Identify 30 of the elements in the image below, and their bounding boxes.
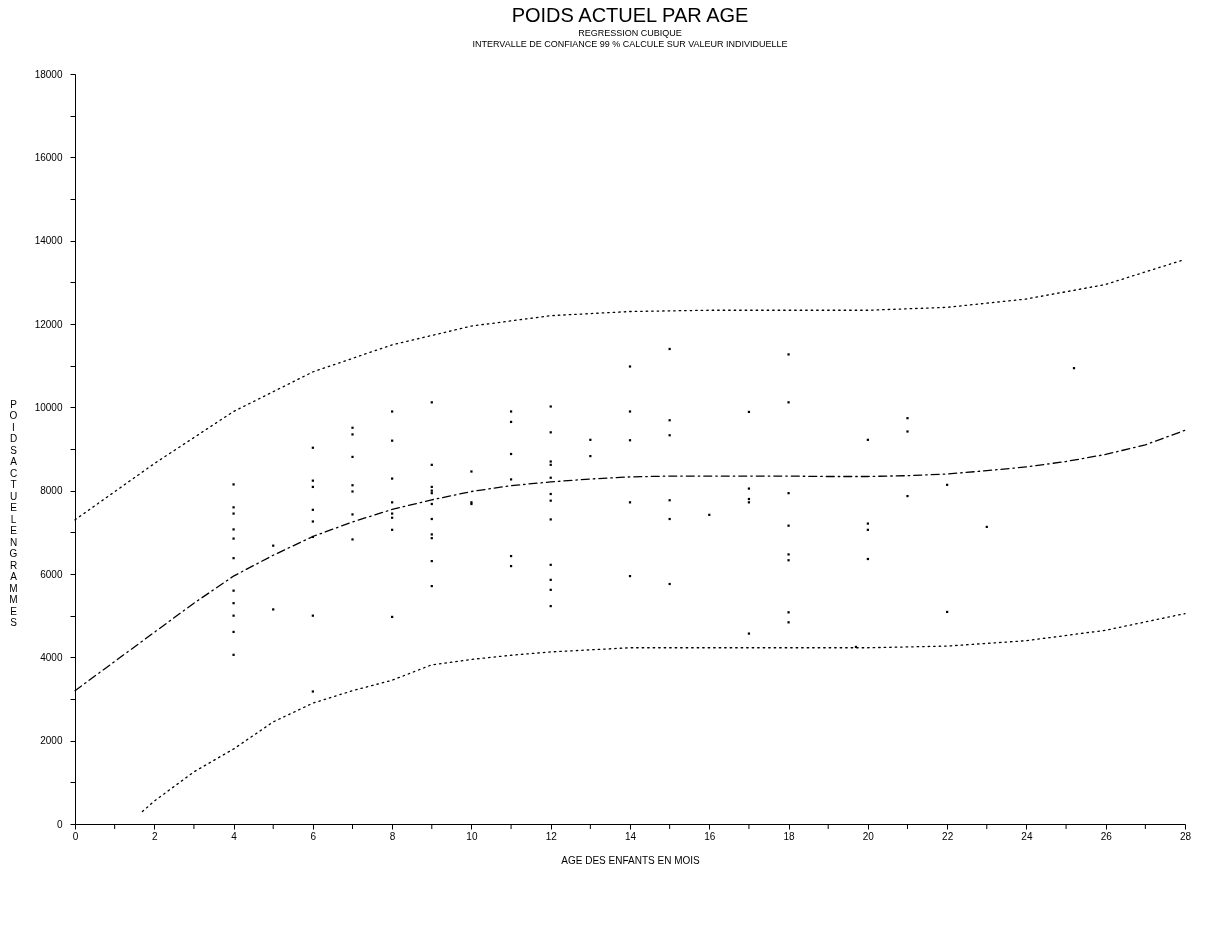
x-tick-label: 0	[72, 830, 79, 842]
x-tick-label: 16	[704, 830, 716, 842]
x-tick-label: 10	[466, 830, 478, 842]
x-tick-label: 24	[1021, 830, 1033, 842]
y-tick-label: 4000	[40, 651, 63, 663]
y-tick-label: 0	[56, 818, 63, 830]
x-tick-label: 12	[545, 830, 558, 842]
x-tick-label: 20	[862, 830, 875, 842]
chart-subtitle: REGRESSION CUBIQUE INTERVALLE DE CONFIANCE 99 % CALCULE SUR VALEUR INDIVIDUELLE	[472, 28, 788, 49]
x-tick-label: 8	[389, 830, 396, 842]
text: POIDS ACTUEL EN GRAMMES	[9, 398, 18, 628]
y-tick-label: 6000	[40, 568, 63, 580]
x-tick-label: 4	[231, 830, 238, 842]
x-axis-title: AGE DES ENFANTS EN MOIS	[561, 854, 701, 866]
y-tick-label: 12000	[34, 318, 63, 330]
y-tick-label: 10000	[34, 401, 63, 413]
x-tick-label: 2	[152, 830, 158, 842]
y-tick-label: 16000	[34, 151, 63, 163]
x-tick-label: 22	[942, 830, 954, 842]
y-tick-label: 18000	[34, 68, 63, 80]
x-tick-label: 14	[624, 830, 637, 842]
y-tick-label: 8000	[40, 485, 63, 497]
x-tick-label: 26	[1100, 830, 1113, 842]
x-tick-label: 6	[310, 830, 317, 842]
line-series	[141, 612, 1186, 813]
x-tick-label: 28	[1179, 830, 1192, 842]
y-tick-label: 2000	[40, 735, 63, 747]
x-tick-label: 18	[783, 830, 796, 842]
y-tick-label: 14000	[34, 235, 63, 247]
chart-title: POIDS ACTUEL PAR AGE	[511, 4, 749, 26]
